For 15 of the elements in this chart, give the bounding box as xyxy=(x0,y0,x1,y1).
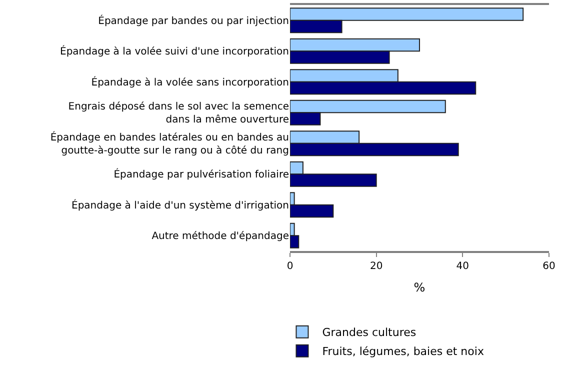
y-tick-label: Épandage en bandes latérales ou en bandes au goutte-à-goutte sur le rang ou à côté du rang xyxy=(50,130,289,156)
legend-label: Grandes cultures xyxy=(322,326,416,340)
y-tick-label: Autre méthode d'épandage xyxy=(152,231,289,242)
x-tick-label: 0 xyxy=(286,261,294,272)
y-tick-label: Engrais déposé dans le sol avec la semence dans la même ouverture xyxy=(68,102,289,126)
x-tick-label: 60 xyxy=(542,261,556,272)
y-tick-label: Épandage à la volée sans incorporation xyxy=(91,75,289,88)
y-tick-label: Épandage à l'aide d'un système d'irrigation xyxy=(72,198,289,212)
y-tick-label: Épandage à la volée suivi d'une incorporation xyxy=(60,44,289,58)
y-tick-label: Épandage par pulvérisation foliaire xyxy=(114,168,289,181)
x-axis-title: % xyxy=(414,280,426,294)
legend-label: Fruits, légumes, baies et noix xyxy=(322,345,484,358)
x-tick-label: 20 xyxy=(370,261,383,272)
x-tick-label: 40 xyxy=(456,261,470,272)
y-tick-label: Épandage par bandes ou par injection xyxy=(98,14,289,27)
